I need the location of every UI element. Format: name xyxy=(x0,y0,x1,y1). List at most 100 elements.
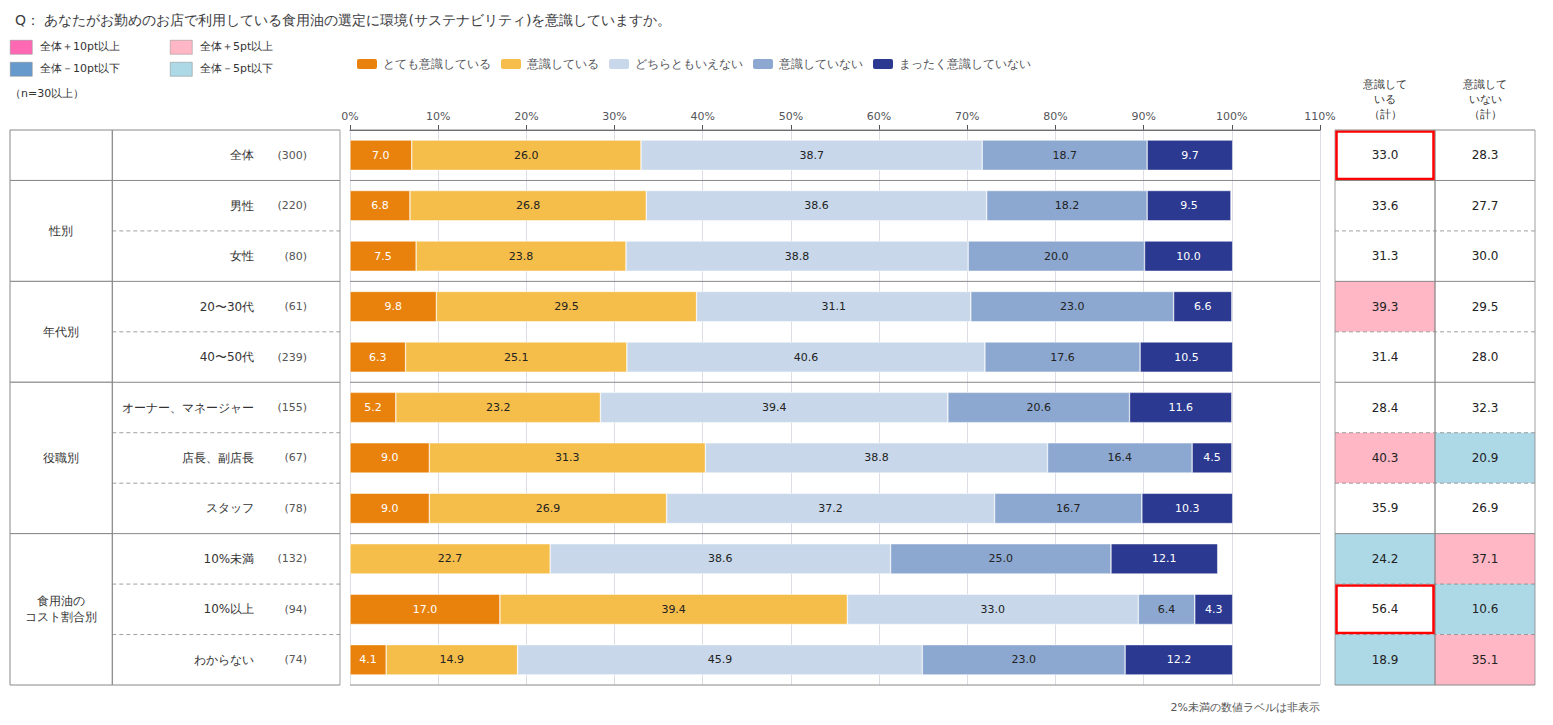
svg-text:10%未満: 10%未満 xyxy=(204,552,255,566)
svg-text:(300): (300) xyxy=(277,149,307,162)
svg-text:男性: 男性 xyxy=(230,199,254,213)
svg-text:意識して: 意識して xyxy=(1462,78,1507,91)
svg-text:(132): (132) xyxy=(277,552,307,565)
svg-text:38.6: 38.6 xyxy=(804,199,829,212)
svg-text:110%: 110% xyxy=(1304,110,1335,123)
svg-text:80%: 80% xyxy=(1043,110,1067,123)
svg-text:7.0: 7.0 xyxy=(372,149,390,162)
svg-text:40%: 40% xyxy=(691,110,715,123)
svg-text:45.9: 45.9 xyxy=(708,653,733,666)
svg-text:（n=30以上）: （n=30以上） xyxy=(10,87,84,100)
svg-text:(94): (94) xyxy=(284,603,307,616)
svg-text:全体: 全体 xyxy=(230,148,254,162)
svg-text:スタッフ: スタッフ xyxy=(206,501,254,515)
svg-text:39.3: 39.3 xyxy=(1372,300,1399,314)
svg-text:10.0: 10.0 xyxy=(1176,250,1201,263)
svg-text:23.2: 23.2 xyxy=(486,401,511,414)
svg-text:14.9: 14.9 xyxy=(440,653,465,666)
svg-text:33.6: 33.6 xyxy=(1372,199,1399,213)
svg-text:6.8: 6.8 xyxy=(371,199,389,212)
svg-text:12.1: 12.1 xyxy=(1152,552,1177,565)
svg-text:38.6: 38.6 xyxy=(708,552,733,565)
svg-text:2%未満の数値ラベルは非表示: 2%未満の数値ラベルは非表示 xyxy=(1171,701,1320,714)
svg-text:26.9: 26.9 xyxy=(1472,501,1499,515)
svg-text:10.3: 10.3 xyxy=(1175,502,1200,515)
svg-text:23.0: 23.0 xyxy=(1011,653,1036,666)
svg-text:38.7: 38.7 xyxy=(799,149,824,162)
svg-text:35.1: 35.1 xyxy=(1472,653,1499,667)
svg-text:(220): (220) xyxy=(277,199,307,212)
svg-text:(78): (78) xyxy=(284,502,307,515)
svg-text:37.2: 37.2 xyxy=(818,502,843,515)
svg-text:27.7: 27.7 xyxy=(1472,199,1499,213)
svg-text:31.1: 31.1 xyxy=(821,300,846,313)
svg-text:20.0: 20.0 xyxy=(1044,250,1069,263)
svg-text:31.3: 31.3 xyxy=(555,451,580,464)
svg-text:(67): (67) xyxy=(284,451,307,464)
svg-text:4.1: 4.1 xyxy=(359,653,377,666)
svg-text:5.2: 5.2 xyxy=(364,401,382,414)
svg-text:全体＋5pt以上: 全体＋5pt以上 xyxy=(200,40,273,53)
svg-text:31.4: 31.4 xyxy=(1372,350,1399,364)
svg-text:26.8: 26.8 xyxy=(516,199,541,212)
svg-text:とても意識している: とても意識している xyxy=(383,57,491,71)
svg-text:オーナー、マネージャー: オーナー、マネージャー xyxy=(122,401,254,415)
svg-text:10.5: 10.5 xyxy=(1174,351,1199,364)
svg-text:(74): (74) xyxy=(284,653,307,666)
svg-text:39.4: 39.4 xyxy=(762,401,787,414)
svg-text:20.6: 20.6 xyxy=(1026,401,1051,414)
svg-text:9.8: 9.8 xyxy=(384,300,402,313)
svg-text:30%: 30% xyxy=(602,110,626,123)
svg-text:（計）: （計） xyxy=(1469,108,1502,121)
svg-text:いない: いない xyxy=(1469,93,1502,106)
svg-text:食用油の: 食用油の xyxy=(37,594,85,608)
svg-text:9.5: 9.5 xyxy=(1180,199,1198,212)
svg-text:10%: 10% xyxy=(426,110,450,123)
svg-text:役職別: 役職別 xyxy=(43,451,79,465)
svg-text:56.4: 56.4 xyxy=(1372,602,1399,616)
svg-text:28.4: 28.4 xyxy=(1372,401,1399,415)
svg-text:30.0: 30.0 xyxy=(1472,249,1499,263)
svg-text:17.0: 17.0 xyxy=(413,603,438,616)
svg-text:38.8: 38.8 xyxy=(785,250,810,263)
svg-text:(155): (155) xyxy=(277,401,307,414)
svg-text:50%: 50% xyxy=(779,110,803,123)
svg-text:全体－5pt以下: 全体－5pt以下 xyxy=(200,62,273,75)
svg-text:37.1: 37.1 xyxy=(1472,552,1499,566)
svg-text:26.9: 26.9 xyxy=(536,502,561,515)
svg-text:11.6: 11.6 xyxy=(1168,401,1193,414)
svg-text:店長、副店長: 店長、副店長 xyxy=(182,451,254,465)
svg-text:90%: 90% xyxy=(1131,110,1155,123)
svg-text:4.5: 4.5 xyxy=(1203,451,1221,464)
svg-text:6.6: 6.6 xyxy=(1194,300,1212,313)
svg-text:7.5: 7.5 xyxy=(374,250,392,263)
svg-text:0%: 0% xyxy=(341,110,358,123)
svg-text:40.3: 40.3 xyxy=(1372,451,1399,465)
svg-text:(239): (239) xyxy=(277,351,307,364)
svg-text:年代別: 年代別 xyxy=(43,325,79,339)
svg-text:12.2: 12.2 xyxy=(1167,653,1192,666)
svg-text:まったく意識していない: まったく意識していない xyxy=(899,57,1031,71)
svg-text:26.0: 26.0 xyxy=(514,149,539,162)
svg-text:24.2: 24.2 xyxy=(1372,552,1399,566)
svg-text:23.8: 23.8 xyxy=(509,250,534,263)
svg-text:25.0: 25.0 xyxy=(989,552,1014,565)
svg-text:33.0: 33.0 xyxy=(981,603,1006,616)
svg-text:25.1: 25.1 xyxy=(504,351,529,364)
svg-text:9.7: 9.7 xyxy=(1181,149,1199,162)
svg-text:6.3: 6.3 xyxy=(369,351,387,364)
svg-text:全体－10pt以下: 全体－10pt以下 xyxy=(40,62,120,75)
svg-text:16.7: 16.7 xyxy=(1056,502,1081,515)
svg-text:意識して: 意識して xyxy=(1362,78,1407,91)
svg-text:女性: 女性 xyxy=(230,249,254,263)
svg-text:9.0: 9.0 xyxy=(381,502,399,515)
svg-text:29.5: 29.5 xyxy=(1472,300,1499,314)
svg-text:40〜50代: 40〜50代 xyxy=(200,350,255,364)
svg-text:100%: 100% xyxy=(1216,110,1247,123)
svg-text:9.0: 9.0 xyxy=(381,451,399,464)
svg-text:20〜30代: 20〜30代 xyxy=(200,300,255,314)
svg-text:22.7: 22.7 xyxy=(438,552,463,565)
svg-text:23.0: 23.0 xyxy=(1060,300,1085,313)
svg-text:どちらともいえない: どちらともいえない xyxy=(635,57,743,71)
svg-text:意識している: 意識している xyxy=(526,57,599,71)
